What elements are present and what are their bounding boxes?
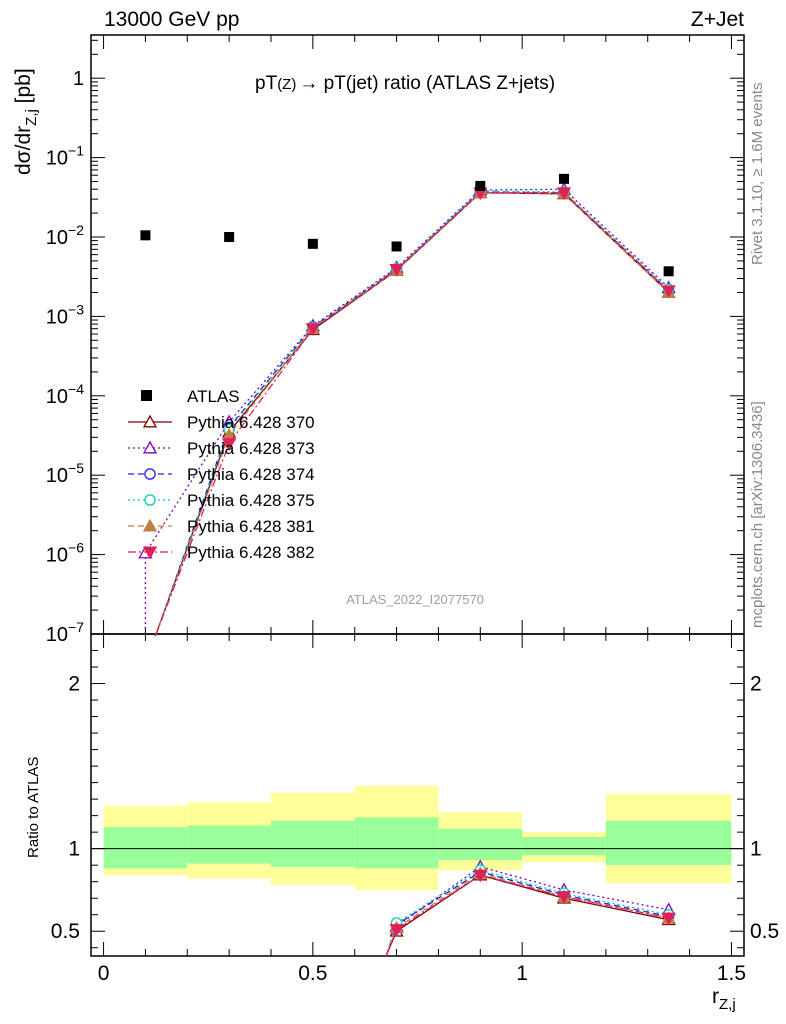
atlas-point <box>391 241 402 252</box>
series-line <box>144 188 670 634</box>
ratio-y-tick-label: 0.5 <box>750 920 779 943</box>
ratio-y-tick-label: 1 <box>750 838 762 861</box>
main-y-axis-label: dσ/drZ,j [pb] <box>12 68 40 175</box>
y-tick-label: 10−3 <box>46 301 84 328</box>
ratio-series <box>385 859 676 957</box>
series-marker <box>144 494 156 506</box>
atlas-point <box>224 231 235 242</box>
band-inner <box>605 820 732 866</box>
series-marker <box>389 924 404 937</box>
atlas-data-points <box>140 173 674 277</box>
ratio-y-tick-label: 2 <box>750 673 762 696</box>
series-marker <box>142 440 158 454</box>
legend-label: Pythia 6.428 381 <box>187 517 315 536</box>
ratio-plot-frame: 0 0.5 1 1.50.5 0.51 12 2 <box>51 35 779 985</box>
band-inner <box>354 817 439 869</box>
ratio-y-tick-label: 2 <box>68 673 80 696</box>
series-marker <box>661 285 676 299</box>
atlas-point <box>475 180 486 191</box>
main-series <box>138 181 676 637</box>
ratio-y-axis-label: Ratio to ATLAS <box>25 757 42 858</box>
atlas-point <box>663 266 674 277</box>
legend-label: Pythia 6.428 382 <box>187 543 315 562</box>
mcplots-label: mcplots.cern.ch [arXiv:1306.3436] <box>749 401 766 628</box>
band-inner <box>187 825 271 864</box>
band-inner <box>103 827 188 869</box>
x-tick-label: 0 <box>98 962 110 985</box>
legend-label: Pythia 6.428 370 <box>187 413 315 432</box>
series-marker <box>222 438 237 451</box>
y-tick-label: 10−1 <box>46 143 84 170</box>
atlas-point <box>140 230 151 241</box>
series-marker <box>305 323 320 337</box>
y-tick-label: 10−5 <box>46 460 84 487</box>
atlas-point <box>307 238 318 249</box>
legend-atlas-label: ATLAS <box>187 387 240 406</box>
ratio-y-tick-label: 1 <box>68 838 80 861</box>
legend: ATLAS Pythia 6.428 370 Pythia 6.428 373 Pyt… <box>128 387 315 562</box>
x-axis-label: rZ,j <box>712 985 736 1013</box>
y-tick-label: 10−4 <box>46 381 84 408</box>
legend-label: Pythia 6.428 373 <box>187 439 315 458</box>
ratio-axes-box <box>90 633 745 957</box>
legend-label: Pythia 6.428 374 <box>187 465 315 484</box>
band-inner <box>522 837 606 856</box>
series-marker <box>661 912 676 926</box>
ratio-uncertainty-bands <box>103 785 732 890</box>
atlas-point <box>559 173 570 184</box>
y-tick-label: 10−7 <box>46 619 84 646</box>
ratio-series-line <box>385 872 669 957</box>
chart-title: pT(Z) → pT(jet) ratio (ATLAS Z+jets) <box>255 73 555 94</box>
y-tick-label: 1 <box>73 68 84 90</box>
series-marker <box>556 891 572 904</box>
process-label: Z+Jet <box>691 8 744 31</box>
series-marker <box>142 414 158 428</box>
series-marker <box>142 518 158 532</box>
x-tick-label: 1.5 <box>717 962 746 985</box>
analysis-id: ATLAS_2022_I2077570 <box>346 592 484 607</box>
ratio-y-tick-label: 0.5 <box>51 920 80 943</box>
series-marker <box>473 869 488 883</box>
x-tick-label: 0.5 <box>298 962 327 985</box>
legend-atlas-marker <box>141 390 152 401</box>
band-inner <box>270 820 355 867</box>
band-inner <box>438 828 523 861</box>
x-tick-label: 1 <box>516 962 528 985</box>
ratio-series-line <box>385 869 669 957</box>
legend-label: Pythia 6.428 375 <box>187 491 315 510</box>
series-marker <box>389 264 404 277</box>
series-marker <box>144 468 156 480</box>
energy-label: 13000 GeV pp <box>104 8 239 31</box>
rivet-label: Rivet 3.1.10, ≥ 1.6M events <box>749 83 766 266</box>
y-tick-label: 10−2 <box>46 222 84 249</box>
series-marker <box>142 546 158 560</box>
y-tick-label: 10−6 <box>46 540 84 567</box>
series-marker <box>556 187 572 201</box>
